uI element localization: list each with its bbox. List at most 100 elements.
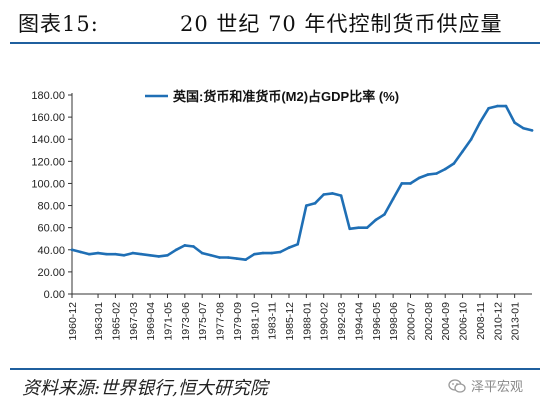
x-tick-label: 1975-07 xyxy=(197,302,209,341)
y-tick-label: 20.00 xyxy=(37,267,65,279)
data-point xyxy=(287,246,291,249)
legend-label: 英国:货币和准货币(M2)占GDP比率 (%) xyxy=(172,89,399,104)
chart-title: 20 世纪 70 年代控制货币供应量 xyxy=(180,12,503,36)
watermark-text: 泽平宏观 xyxy=(471,380,524,395)
data-point xyxy=(461,150,464,153)
y-tick-label: 100.00 xyxy=(31,178,65,190)
data-point xyxy=(383,213,386,216)
data-point xyxy=(417,176,421,180)
data-point xyxy=(252,252,256,256)
data-point xyxy=(218,256,221,259)
data-point xyxy=(487,106,490,110)
y-tick-label: 140.00 xyxy=(31,134,65,146)
series-line xyxy=(70,104,534,261)
wechat-icon xyxy=(448,378,466,393)
data-point xyxy=(365,226,369,229)
data-point xyxy=(530,129,534,132)
x-axis-ticks: 1960-12 1963-01 1965-02 1967-03 1969-04 1971-… xyxy=(67,294,522,341)
x-tick-label: 1990-02 xyxy=(319,302,331,341)
figure-label: 图表15: xyxy=(18,12,99,36)
data-point xyxy=(348,227,352,231)
x-tick-label: 1994-04 xyxy=(353,302,365,341)
bottom-rule xyxy=(10,368,540,370)
y-tick-label: 80.00 xyxy=(37,201,65,213)
x-tick-label: 1988-01 xyxy=(301,302,313,341)
data-point xyxy=(331,192,334,195)
chart-axes xyxy=(71,93,532,295)
data-point xyxy=(400,182,404,185)
x-tick-label: 2010-12 xyxy=(492,302,504,341)
x-tick-label: 1973-06 xyxy=(180,302,192,341)
data-point xyxy=(305,204,308,207)
data-point xyxy=(522,126,525,130)
data-point xyxy=(166,254,169,257)
x-tick-label: 1981-10 xyxy=(249,302,261,341)
x-tick-label: 1998-06 xyxy=(388,302,400,341)
data-point xyxy=(313,202,317,205)
data-point xyxy=(148,254,152,257)
x-tick-label: 1977-08 xyxy=(215,302,227,341)
data-point xyxy=(513,121,516,124)
x-tick-label: 2002-08 xyxy=(423,302,435,341)
x-tick-label: 2013-01 xyxy=(510,302,522,341)
x-tick-label: 1971-05 xyxy=(162,302,174,341)
data-point xyxy=(270,251,273,255)
data-point xyxy=(296,242,299,246)
x-tick-label: 1963-01 xyxy=(93,302,105,341)
data-point xyxy=(122,254,126,257)
data-point xyxy=(192,245,195,248)
y-tick-label: 160.00 xyxy=(31,112,65,124)
y-tick-label: 180.00 xyxy=(31,90,65,102)
y-tick-label: 40.00 xyxy=(37,245,65,257)
source-note: 资料来源:世界银行,恒大研究院 xyxy=(22,378,268,399)
x-tick-label: 2004-09 xyxy=(440,302,452,341)
line-chart: 0.00 20.00 40.00 60.00 80.00 100.00 120.00 140.… xyxy=(31,89,534,341)
data-point xyxy=(183,244,187,247)
y-tick-label: 60.00 xyxy=(37,223,65,235)
data-point xyxy=(426,173,430,176)
data-point xyxy=(374,218,378,222)
x-tick-label: 1979-09 xyxy=(232,302,244,341)
x-tick-label: 2006-10 xyxy=(458,302,470,341)
data-point xyxy=(131,251,135,255)
data-point xyxy=(140,252,143,256)
data-point xyxy=(279,250,282,254)
data-point xyxy=(443,167,447,171)
series-group xyxy=(70,104,534,262)
data-point xyxy=(339,194,343,197)
data-point xyxy=(200,251,204,255)
x-tick-label: 1969-04 xyxy=(145,302,157,341)
data-point xyxy=(322,193,325,196)
data-point xyxy=(174,248,178,252)
y-tick-label: 120.00 xyxy=(31,156,65,168)
data-point xyxy=(435,172,438,175)
x-tick-label: 1965-02 xyxy=(110,302,122,341)
data-point xyxy=(357,226,360,229)
watermark: 泽平宏观 xyxy=(448,376,523,395)
x-tick-label: 1960-12 xyxy=(67,302,79,341)
y-tick-label: 0.00 xyxy=(44,289,65,301)
data-point xyxy=(96,251,100,255)
x-tick-label: 1985-12 xyxy=(284,302,296,341)
data-point xyxy=(70,248,74,252)
x-tick-label: 1983-11 xyxy=(267,302,279,340)
data-point xyxy=(391,197,395,201)
data-point xyxy=(226,256,230,259)
data-point xyxy=(209,254,213,257)
x-tick-label: 1992-03 xyxy=(336,302,348,341)
x-tick-label: 1967-03 xyxy=(128,302,140,341)
legend: 英国:货币和准货币(M2)占GDP比率 (%) xyxy=(145,89,399,104)
top-rule xyxy=(10,42,540,44)
data-point xyxy=(261,251,265,255)
data-point xyxy=(469,137,473,141)
x-tick-label: 2008-11 xyxy=(475,302,487,340)
x-tick-label: 1996-05 xyxy=(371,302,383,341)
x-tick-label: 2000-07 xyxy=(405,302,417,341)
data-point xyxy=(235,257,239,260)
data-point xyxy=(244,258,247,262)
data-point xyxy=(88,252,91,256)
data-point xyxy=(452,162,456,165)
data-point xyxy=(105,252,109,256)
data-point xyxy=(504,104,508,108)
data-point xyxy=(79,250,82,254)
